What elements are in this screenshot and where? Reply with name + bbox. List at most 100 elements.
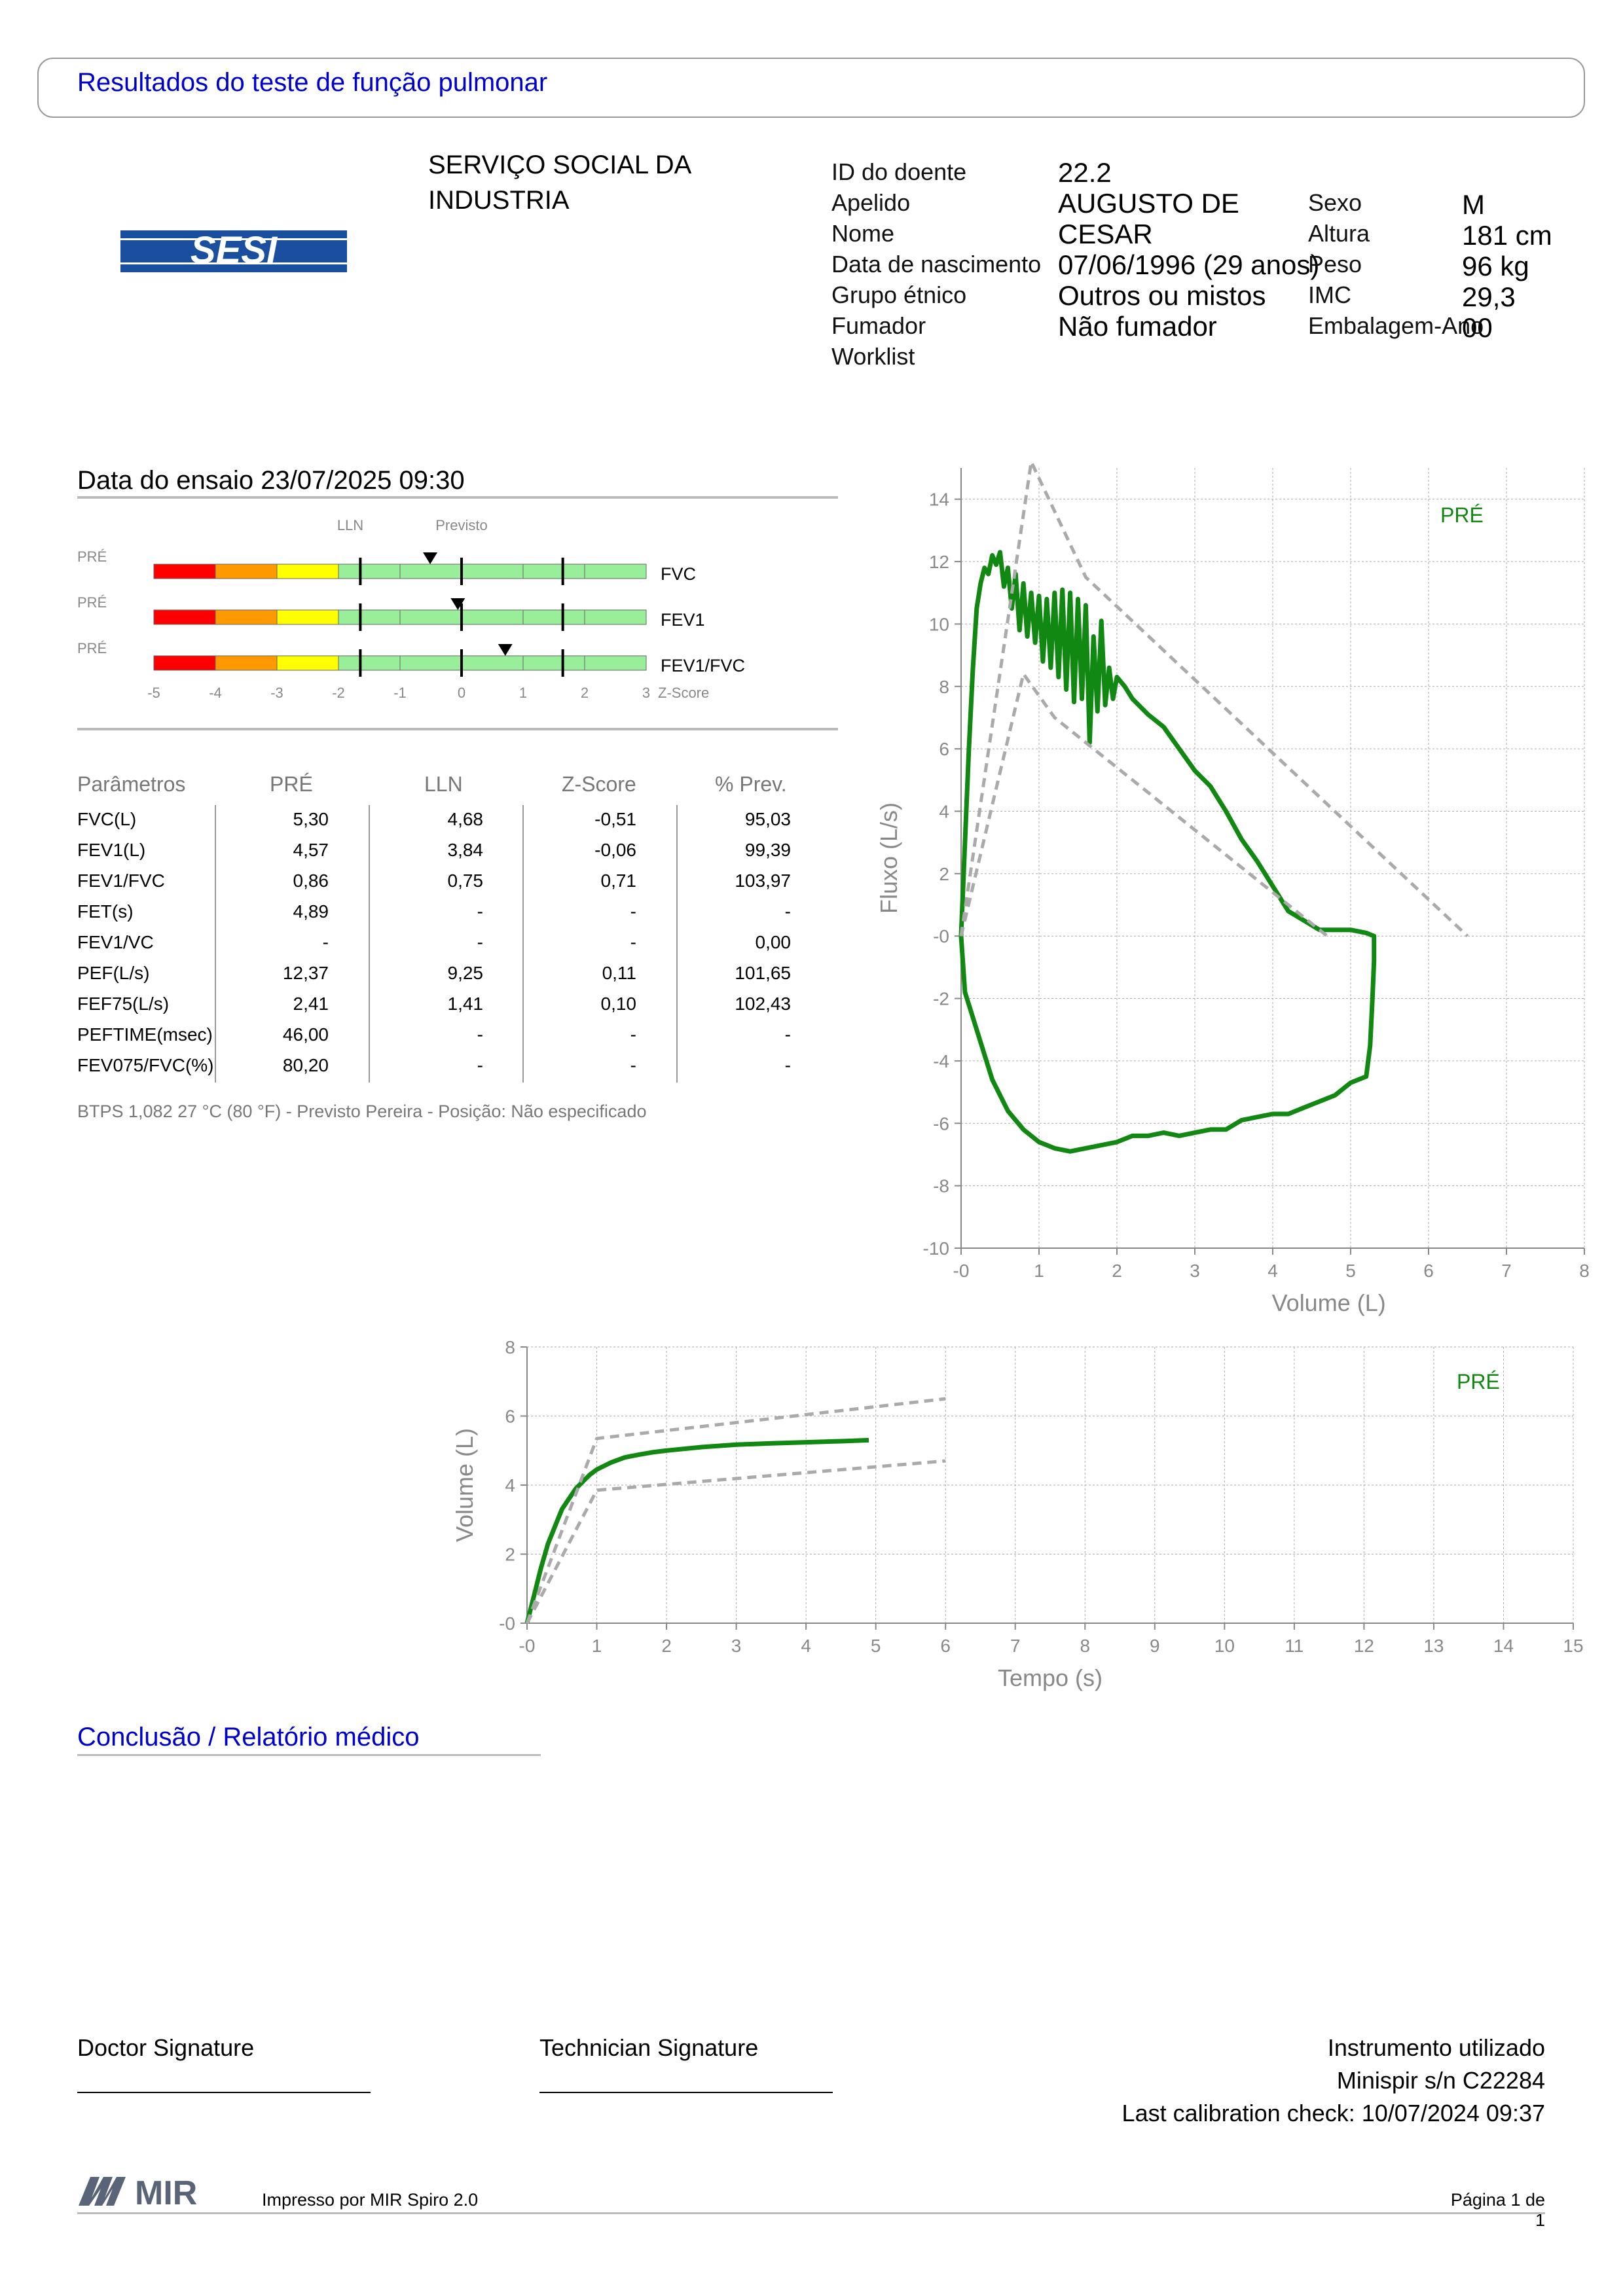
y-tick-label: 12 [929, 552, 949, 572]
x-tick-label: 8 [1080, 1636, 1090, 1656]
doctor-signature-line [77, 2092, 371, 2093]
x-tick-label: 11 [1285, 1636, 1304, 1656]
sex-label: Sexo [1308, 189, 1362, 216]
zscore-tick-label: 2 [581, 685, 589, 701]
x-tick-label: 10 [1214, 1636, 1235, 1656]
zscore-tick-label: 3 [642, 685, 650, 701]
col-header-params: Parâmetros [77, 772, 186, 796]
zscore-value-marker [423, 552, 438, 564]
x-axis-label: Tempo (s) [998, 1664, 1103, 1691]
x-tick-label: 15 [1563, 1636, 1583, 1656]
param-value: - [477, 1024, 483, 1045]
column-separator [522, 805, 524, 1083]
param-value: -0,51 [594, 809, 636, 829]
pre-label: PRÉ [77, 548, 107, 565]
pre-label: PRÉ [77, 594, 107, 611]
instrument-device: Minispir s/n C22284 [1336, 2067, 1545, 2094]
test-date: Data do ensaio 23/07/2025 09:30 [77, 466, 465, 495]
name: CESAR [1058, 219, 1153, 249]
x-tick-label: 4 [1267, 1261, 1278, 1281]
param-name: FVC(L) [77, 809, 137, 829]
x-tick-label: -0 [519, 1636, 536, 1656]
instrument-title: Instrumento utilizado [1327, 2034, 1545, 2061]
y-tick-label: -2 [933, 989, 949, 1009]
packyear: 00 [1462, 312, 1493, 343]
param-value: - [322, 932, 329, 952]
dob: 07/06/1996 (29 anos) [1058, 249, 1320, 280]
smoker-label: Fumador [831, 312, 926, 339]
param-value: - [630, 932, 636, 952]
param-value: 3,84 [447, 840, 484, 860]
footer-divider [77, 2212, 1545, 2214]
y-tick-label: 2 [505, 1545, 515, 1565]
zscore-zone [338, 564, 647, 579]
x-tick-label: 1 [592, 1636, 602, 1656]
x-tick-label: 5 [1345, 1261, 1356, 1281]
x-tick-label: 2 [661, 1636, 672, 1656]
x-tick-label: 2 [1112, 1261, 1122, 1281]
height-label: Altura [1308, 220, 1370, 247]
surname: AUGUSTO DE [1058, 188, 1239, 219]
column-separator [369, 805, 370, 1083]
zscore-tick-label: -1 [393, 685, 407, 701]
param-name: FEV1(L) [77, 840, 146, 860]
zscore-zone [276, 609, 339, 625]
x-tick-label: 9 [1150, 1636, 1160, 1656]
sesi-logo: SESI [120, 229, 347, 272]
y-tick-label: -4 [933, 1051, 949, 1071]
zscore-zone [276, 564, 339, 579]
ethnic-label: Grupo étnico [831, 281, 967, 308]
param-value: 101,65 [735, 963, 791, 983]
param-value: 12,37 [282, 963, 329, 983]
zscore-zone [153, 655, 216, 671]
calibration-check: Last calibration check: 10/07/2024 09:37 [1122, 2100, 1545, 2126]
param-value: - [630, 1055, 636, 1075]
zscore-tick-label: -3 [270, 685, 283, 701]
param-name: FEV1/FVC [77, 870, 165, 891]
x-tick-label: 5 [871, 1636, 881, 1656]
param-value: 0,71 [600, 870, 637, 891]
param-value: 95,03 [744, 809, 791, 829]
y-tick-label: 8 [505, 1337, 515, 1357]
param-name: PEF(L/s) [77, 963, 150, 983]
param-value: - [477, 901, 483, 922]
x-tick-label: 3 [731, 1636, 742, 1656]
organization-line2: INDUSTRIA [428, 186, 570, 215]
technician-signature-label: Technician Signature [539, 2034, 759, 2061]
param-value: -0,06 [594, 840, 636, 860]
x-tick-label: 6 [940, 1636, 951, 1656]
sex: M [1462, 189, 1485, 220]
measured-curve [524, 1437, 869, 1624]
x-tick-label: 6 [1423, 1261, 1434, 1281]
param-value: - [630, 901, 636, 922]
measured-curve [958, 550, 1377, 1154]
x-axis-label: Volume (L) [1272, 1289, 1386, 1316]
report-title: Resultados do teste de função pulmonar [77, 68, 548, 97]
x-tick-label: 7 [1501, 1261, 1512, 1281]
organization-line1: SERVIÇO SOCIAL DA [428, 151, 692, 179]
smoker: Não fumador [1058, 311, 1217, 342]
mir-logo: MIR [79, 2174, 197, 2208]
param-value: 4,89 [293, 901, 329, 922]
zscore-zone [153, 564, 216, 579]
param-value: 80,20 [282, 1055, 329, 1075]
zscore-tick-label: -4 [209, 685, 222, 701]
patient-id-label: ID do doente [831, 158, 967, 185]
x-tick-label: 12 [1354, 1636, 1374, 1656]
zscore-tick-label: 0 [458, 685, 465, 701]
predicted-limit-line [959, 460, 1469, 938]
predicted-limit-line [525, 1459, 946, 1624]
param-name: FEF75(L/s) [77, 994, 170, 1014]
surname-label: Apelido [831, 189, 911, 216]
x-tick-label: 8 [1579, 1261, 1590, 1281]
y-tick-label: -0 [499, 1613, 515, 1634]
zscore-value-marker [498, 644, 513, 656]
param-value: 102,43 [735, 994, 791, 1014]
col-header-zscore: Z-Score [562, 772, 636, 796]
worklist-label: Worklist [831, 343, 915, 370]
zscore-axis-label: Z-Score [658, 685, 709, 701]
zscore-zone [338, 609, 647, 625]
legend-label: PRÉ [1440, 503, 1484, 527]
predicted-limit-line [959, 672, 1328, 938]
param-value: 4,57 [293, 840, 329, 860]
